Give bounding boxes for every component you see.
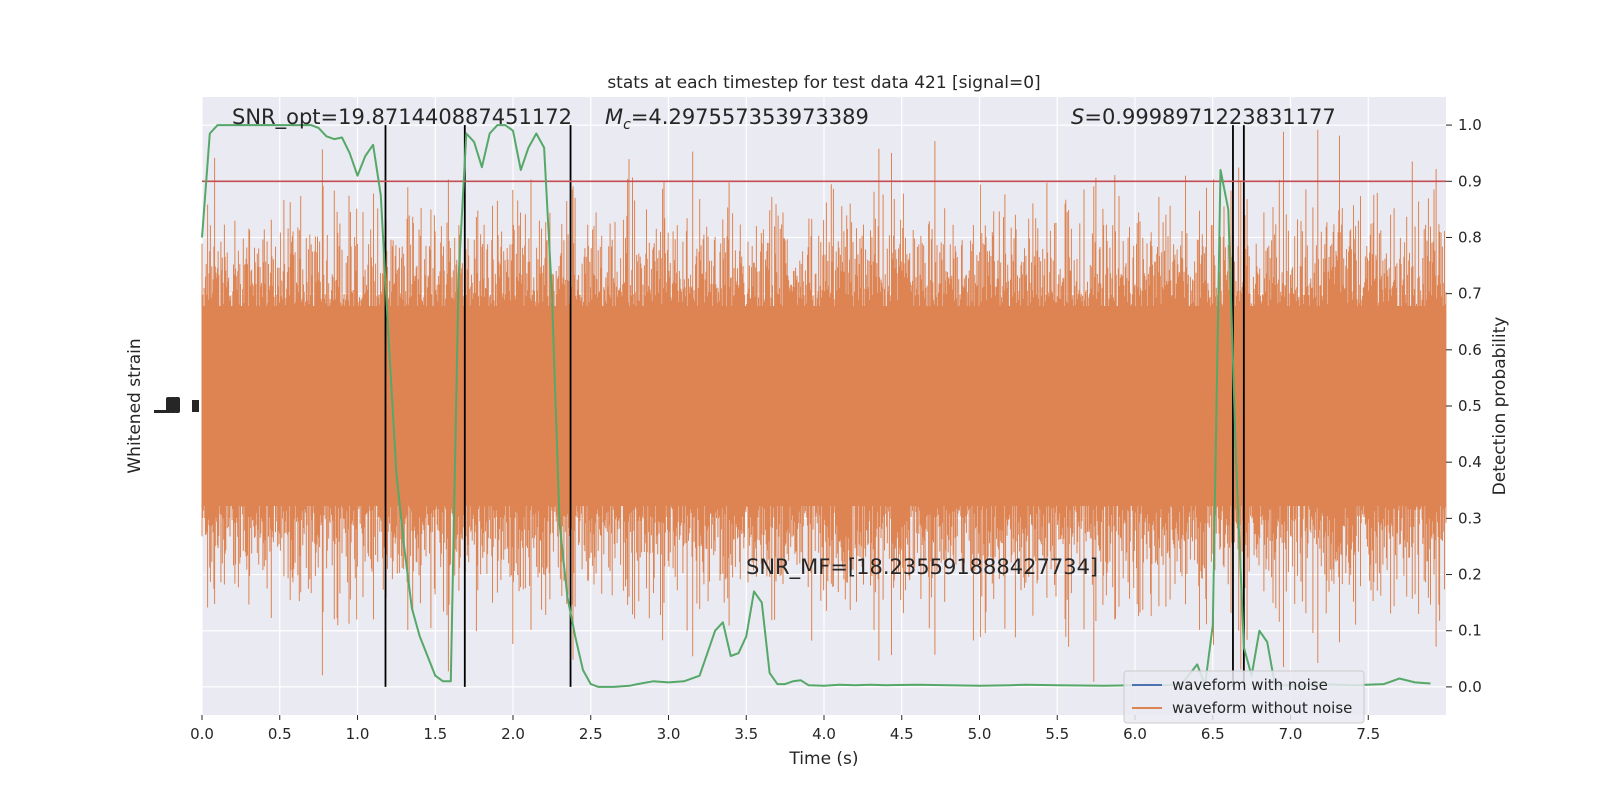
x-tick-label: 0.0 [190, 725, 214, 743]
x-tick-label: 5.0 [968, 725, 992, 743]
x-tick-label: 3.5 [734, 725, 758, 743]
y-tick-label: 0.3 [1458, 509, 1482, 527]
y-tick-label: 0.2 [1458, 566, 1482, 584]
left-axis-ticks [154, 397, 199, 413]
waveform-dense-core [202, 306, 1446, 506]
probability-series [201, 124, 1431, 688]
y-tick-label: 1.0 [1458, 116, 1482, 134]
y-tick-label: 0.8 [1458, 228, 1482, 246]
y-tick-label: 0.9 [1458, 172, 1482, 190]
x-tick-label: 4.0 [812, 725, 836, 743]
vertical-markers [384, 125, 1245, 687]
y-tick-label: 0.5 [1458, 397, 1482, 415]
left-tick-mark [192, 400, 199, 412]
annotation-score: S=0.9998971223831177 [1071, 105, 1336, 129]
x-tick-label: 2.5 [579, 725, 603, 743]
x-tick-label: 1.5 [423, 725, 447, 743]
x-axis-ticks: 0.0 0.5 1.0 1.5 2.0 2.5 3.0 3.5 4.0 4.5 5.0 5.5 6.0 6… [190, 715, 1380, 743]
x-tick-label: 7.0 [1279, 725, 1303, 743]
x-tick-label: 3.0 [657, 725, 681, 743]
annotation-snr-opt: SNR_opt=19.871440887451172 [232, 105, 572, 130]
y-tick-label: 0.6 [1458, 341, 1482, 359]
chart-title: stats at each timestep for test data 421… [607, 73, 1040, 93]
x-axis-label: Time (s) [788, 749, 858, 769]
y-tick-label: 0.7 [1458, 285, 1482, 303]
x-tick-label: 4.5 [890, 725, 914, 743]
legend-box [1123, 670, 1365, 724]
y-tick-label: 0.4 [1458, 453, 1482, 471]
strain-noise-bars [201, 129, 1447, 682]
legend: waveform with noise waveform without noi… [1123, 670, 1365, 724]
annotation-chirp-mass: Mc=4.297557353973389 [605, 105, 869, 133]
x-tick-label: 6.5 [1201, 725, 1225, 743]
x-tick-label: 7.5 [1356, 725, 1380, 743]
x-tick-label: 2.0 [501, 725, 525, 743]
annotation-snr-mf: SNR_MF=[18.235591888427734] [746, 555, 1098, 580]
x-tick-label: 0.5 [268, 725, 292, 743]
legend-label-without-noise: waveform without noise [1172, 699, 1352, 717]
detection-probability-line [201, 124, 1431, 688]
right-axis-ticks: 0.0 0.1 0.2 0.3 0.4 0.5 0.6 0.7 0.8 0.9 1.0 [1446, 116, 1482, 696]
legend-label-with-noise: waveform with noise [1172, 676, 1328, 694]
left-tick-mark [154, 410, 168, 413]
y-tick-label: 0.0 [1458, 678, 1482, 696]
y-tick-label: 0.1 [1458, 622, 1482, 640]
left-axis-label: Whitened strain [125, 338, 145, 473]
x-tick-label: 6.0 [1123, 725, 1147, 743]
x-tick-label: 5.5 [1045, 725, 1069, 743]
right-axis-label: Detection probability [1490, 317, 1510, 496]
x-tick-label: 1.0 [346, 725, 370, 743]
left-tick-mark [174, 397, 180, 413]
